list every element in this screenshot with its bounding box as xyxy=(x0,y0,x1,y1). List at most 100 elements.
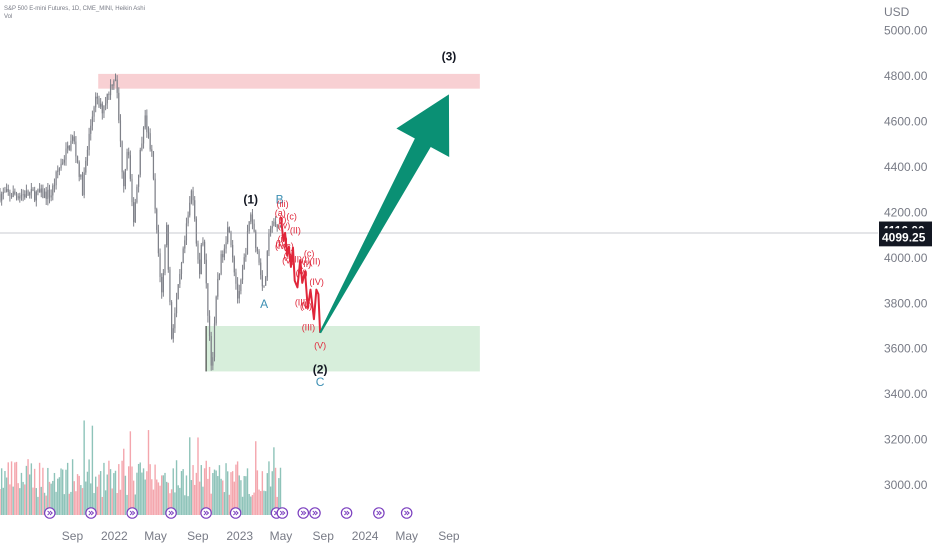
volume-bar xyxy=(57,478,59,515)
volume-bar xyxy=(172,468,174,515)
volume-bar xyxy=(19,488,21,515)
candle-body xyxy=(35,191,37,201)
volume-bar xyxy=(236,461,239,515)
y-tick-label: 3400.00 xyxy=(884,387,928,401)
volume-bar xyxy=(98,474,100,515)
candle-body xyxy=(76,156,79,163)
volume-bar xyxy=(37,496,39,515)
volume-bar xyxy=(263,490,265,515)
volume-bar xyxy=(248,493,250,515)
volume-bar xyxy=(25,465,28,515)
y-tick-label: 3800.00 xyxy=(884,296,928,310)
volume-bar xyxy=(58,477,61,515)
volume-bar xyxy=(230,472,232,515)
volume-bar xyxy=(179,487,181,515)
volume-bar xyxy=(192,465,194,515)
candle-body xyxy=(142,127,145,144)
candle-body xyxy=(192,190,194,201)
volume-bar xyxy=(7,462,9,515)
volume-bar xyxy=(5,477,8,515)
volume-bar xyxy=(185,475,188,515)
candle-body xyxy=(253,223,255,232)
volume-bar xyxy=(24,484,26,515)
x-tick-label: 2023 xyxy=(226,529,253,543)
volume-bar xyxy=(273,447,275,515)
candle-body xyxy=(0,194,1,201)
volume-bar xyxy=(99,471,102,515)
volume-bar xyxy=(12,486,14,515)
y-tick-label: 4800.00 xyxy=(884,69,928,83)
volume-bar xyxy=(266,473,268,515)
candle-body xyxy=(246,231,249,255)
volume-bar xyxy=(208,466,211,515)
volume-bar xyxy=(30,463,33,515)
wave-label: (c) xyxy=(304,249,315,259)
candle-body xyxy=(6,188,8,192)
volume-bar xyxy=(95,476,97,515)
candle-body xyxy=(279,225,282,228)
volume-bar xyxy=(268,461,270,515)
candle-body xyxy=(185,223,188,241)
candle-body xyxy=(238,291,240,299)
volume-bar xyxy=(119,489,122,515)
volume-bar xyxy=(170,489,173,515)
x-tick-label: Sep xyxy=(438,529,460,543)
volume-bar xyxy=(207,478,209,515)
volume-bar xyxy=(222,480,224,515)
volume-bar xyxy=(159,485,161,515)
wave-label: (c) xyxy=(283,241,294,251)
candle-body xyxy=(129,155,131,179)
candle-body xyxy=(73,136,75,142)
candle-body xyxy=(199,259,201,275)
resistance-zone xyxy=(98,73,480,89)
volume-bar xyxy=(146,471,148,515)
volume-bar xyxy=(68,493,70,515)
wave-label: (II) xyxy=(290,226,301,236)
volume-bar xyxy=(251,495,254,515)
candle-body xyxy=(29,192,31,196)
event-icon xyxy=(340,507,353,519)
abc-label: B xyxy=(276,192,284,206)
wave-label: (iii) xyxy=(277,199,289,209)
price-tags: 4116.004099.25 xyxy=(879,221,932,247)
volume-bar xyxy=(223,492,226,515)
volume-bar xyxy=(180,471,183,515)
event-icon-glyph xyxy=(203,510,210,516)
candle-body xyxy=(237,283,239,299)
event-icon xyxy=(165,507,177,519)
volume-bar xyxy=(38,462,41,515)
candle-body xyxy=(258,251,260,263)
zone-layer xyxy=(98,73,480,372)
candle-body xyxy=(177,284,179,299)
candle-body xyxy=(171,302,173,339)
event-icon-glyph xyxy=(300,510,307,516)
volume-bar xyxy=(167,482,169,515)
volume-bar xyxy=(137,463,140,515)
candle-body xyxy=(45,191,47,199)
volume-bar xyxy=(274,467,277,515)
candle-body xyxy=(240,279,242,292)
symbol-title: S&P 500 E-mini Futures, 1D, CME_MINI, He… xyxy=(4,6,145,12)
candle-body xyxy=(17,195,19,199)
candle-body xyxy=(205,259,207,284)
price-tag-bg xyxy=(879,228,932,247)
candle-body xyxy=(10,195,13,197)
event-icon-glyph xyxy=(376,510,383,516)
volume-bar xyxy=(62,469,64,515)
x-tick-label: May xyxy=(395,529,418,543)
candle-body xyxy=(78,162,80,177)
candle-body xyxy=(232,244,234,258)
candle-body xyxy=(194,200,196,219)
candle-body xyxy=(119,120,122,142)
volume-bar xyxy=(81,488,84,515)
volume-bar xyxy=(75,491,77,515)
volume-bar xyxy=(245,476,247,515)
x-tick-label: 2022 xyxy=(101,529,128,543)
event-icon-glyph xyxy=(279,510,286,516)
candle-body xyxy=(40,188,42,193)
price-tag-value: 4099.25 xyxy=(882,230,926,244)
candle-body xyxy=(48,189,51,198)
volume-bar xyxy=(32,487,34,515)
target-arrow xyxy=(319,94,450,334)
